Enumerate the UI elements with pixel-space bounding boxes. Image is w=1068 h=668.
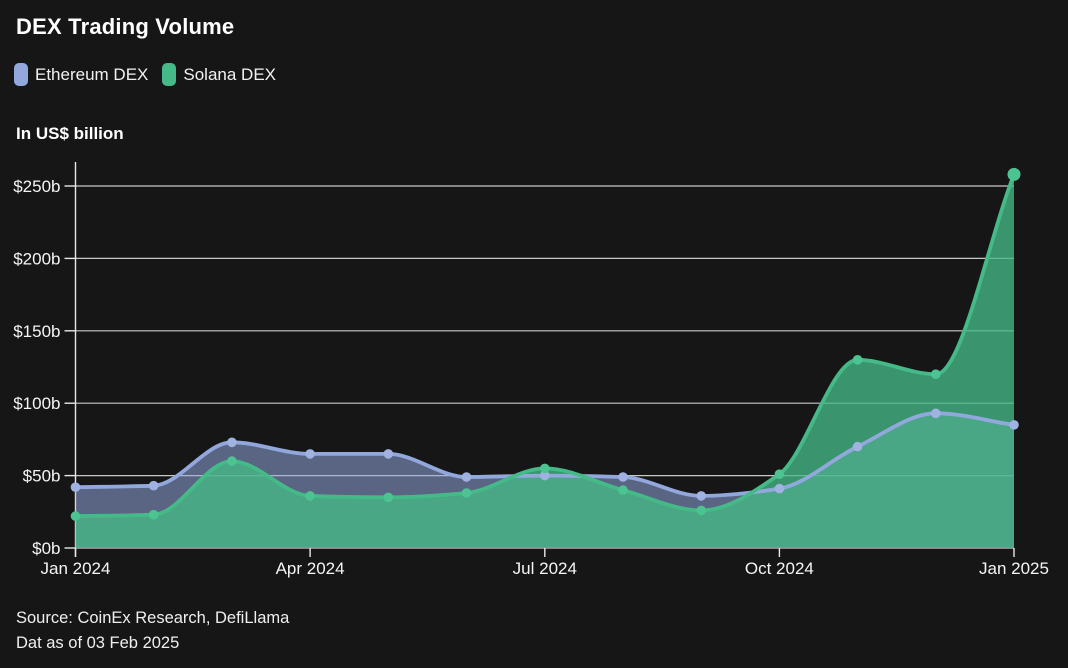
data-point-ethereum-dex [696,491,706,501]
data-point-ethereum-dex [227,437,237,448]
y-tick-label: $250b [13,177,60,196]
legend: Ethereum DEX Solana DEX [14,63,276,86]
data-point-solana-dex [383,492,394,503]
page-title: DEX Trading Volume [16,14,235,39]
legend-label-ethereum: Ethereum DEX [35,64,149,84]
y-tick-label: $100b [13,394,60,413]
x-tick-label: Oct 2024 [745,559,814,578]
solana-swatch-icon [162,63,177,86]
data-point-ethereum-dex [852,441,863,452]
y-tick-label: $200b [13,249,60,268]
legend-item-ethereum: Ethereum DEX [14,63,148,86]
data-point-ethereum-dex [540,470,550,481]
source-note: Source: CoinEx Research, DefiLlama Dat a… [16,606,289,656]
data-point-solana-dex [1007,167,1021,181]
data-point-solana-dex [774,469,785,480]
x-tick-label: Apr 2024 [276,559,345,578]
data-point-ethereum-dex [1009,420,1019,430]
data-point-solana-dex [461,488,472,498]
data-point-solana-dex [70,511,81,521]
axis-unit-label: In US$ billion [16,124,124,143]
data-point-ethereum-dex [931,408,941,419]
x-tick-label: Jan 2025 [979,559,1049,578]
ethereum-swatch-icon [14,63,28,86]
source-line: Source: CoinEx Research, DefiLlama [16,609,290,627]
y-tick-label: $0b [32,539,60,558]
y-tick-label: $150b [13,322,60,341]
data-point-solana-dex [618,485,628,495]
data-point-ethereum-dex [148,480,159,491]
area-chart-canvas: $0b $50b $100b $150b $200b $250b Jan 2024 Apr 2… [13,162,1049,578]
x-tick-label: Jul 2024 [513,559,577,578]
legend-label-solana: Solana DEX [183,64,277,84]
data-point-solana-dex [931,369,941,380]
data-point-solana-dex [540,463,550,474]
data-point-solana-dex [148,509,159,520]
legend-item-solana: Solana DEX [162,63,276,86]
data-point-ethereum-dex [461,472,472,482]
data-point-solana-dex [696,505,706,516]
data-point-ethereum-dex [305,449,315,459]
data-point-ethereum-dex [618,472,628,482]
data-point-solana-dex [305,491,315,501]
data-point-solana-dex [852,355,863,365]
data-point-ethereum-dex [774,483,785,494]
as-of-line: Dat as of 03 Feb 2025 [16,634,180,652]
y-tick-label: $50b [23,467,61,486]
data-point-ethereum-dex [70,482,81,493]
x-tick-label: Jan 2024 [41,559,111,578]
data-point-ethereum-dex [383,449,394,459]
data-point-solana-dex [227,456,237,466]
